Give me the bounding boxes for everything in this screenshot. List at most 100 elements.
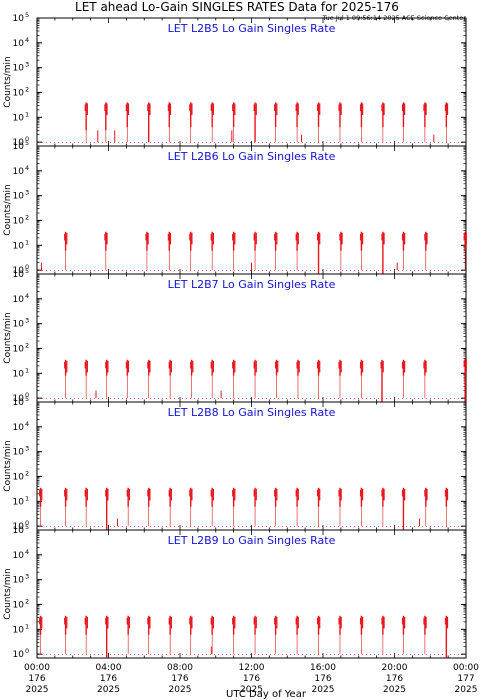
rate-burst: [401, 487, 406, 530]
y-axis-title: Counts/min: [3, 440, 13, 491]
rate-burst: [168, 487, 172, 527]
x-tick-label-time: 20:00: [382, 663, 408, 673]
y-tick-exponent: 5: [25, 139, 29, 147]
rate-burst: [295, 102, 299, 143]
y-tick-exponent: 2: [25, 213, 29, 221]
rate-burst: [145, 231, 149, 271]
rate-burst: [381, 487, 385, 527]
x-tick-label-time: 16:00: [310, 663, 336, 673]
y-tick-exponent: 0: [25, 263, 29, 271]
rate-burst: [147, 359, 151, 399]
y-tick-exponent: 4: [25, 548, 29, 556]
rate-burst: [84, 487, 88, 527]
y-tick-label: 10: [13, 472, 25, 482]
rate-burst: [232, 359, 236, 399]
rate-burst: [64, 615, 68, 655]
y-tick-label: 10: [13, 39, 25, 49]
rate-burst: [444, 615, 449, 658]
y-tick-exponent: 1: [25, 622, 29, 630]
rate-burst: [338, 102, 342, 143]
y-tick-exponent: 4: [25, 292, 29, 300]
rate-burst: [338, 615, 342, 655]
y-tick-label: 10: [13, 64, 25, 74]
x-tick-label-year: 2025: [26, 685, 49, 695]
y-tick-exponent: 2: [25, 597, 29, 605]
rate-burst: [126, 615, 130, 655]
rate-burst: [317, 615, 321, 655]
y-axis-title: Counts/min: [3, 568, 13, 619]
rate-burst: [338, 487, 342, 527]
rate-burst: [424, 487, 428, 527]
y-tick-label: 10: [13, 113, 25, 123]
y-tick-exponent: 4: [25, 164, 29, 172]
y-tick-exponent: 0: [25, 647, 29, 655]
y-tick-label: 10: [13, 369, 25, 379]
y-tick-label: 10: [13, 241, 25, 251]
y-tick-label: 10: [13, 192, 25, 202]
rate-burst: [147, 615, 151, 655]
y-tick-exponent: 4: [25, 36, 29, 44]
rate-burst: [381, 231, 385, 274]
rate-burst: [105, 615, 109, 658]
rate-burst: [359, 487, 364, 527]
rate-burst: [189, 615, 193, 655]
rate-burst: [274, 102, 278, 143]
rate-burst: [381, 102, 385, 143]
rate-burst: [104, 231, 108, 271]
y-tick-label: 10: [13, 167, 25, 177]
rate-burst: [167, 102, 172, 143]
rate-burst: [210, 102, 214, 143]
rate-burst: [84, 359, 88, 399]
rate-burst: [125, 102, 130, 143]
x-tick-label-year: 2025: [455, 685, 478, 695]
rate-burst: [64, 359, 68, 399]
rate-burst: [463, 358, 467, 402]
y-tick-exponent: 5: [25, 523, 29, 531]
y-tick-label: 10: [13, 216, 25, 226]
x-tick-label-time: 12:00: [239, 663, 265, 673]
x-tick-label-time: 04:00: [96, 663, 122, 673]
y-tick-label: 10: [13, 344, 25, 354]
rate-burst: [105, 359, 109, 399]
y-tick-label: 10: [13, 497, 25, 507]
rate-burst: [167, 231, 172, 271]
y-tick-label: 10: [13, 266, 25, 276]
x-tick-label-year: 2025: [240, 685, 263, 695]
x-tick-label-doy: 177: [457, 674, 474, 684]
rate-burst: [424, 231, 428, 271]
rate-burst: [253, 102, 257, 143]
x-tick-label-doy: 176: [28, 674, 45, 684]
rate-burst: [210, 615, 214, 655]
rate-burst: [295, 231, 299, 271]
rate-burst: [317, 487, 321, 527]
chart-title: LET ahead Lo-Gain SINGLES RATES Data for…: [75, 0, 399, 14]
rate-burst: [338, 359, 342, 399]
rate-burst: [147, 487, 151, 527]
x-tick-label-year: 2025: [312, 685, 335, 695]
y-tick-exponent: 0: [25, 391, 29, 399]
rate-burst: [125, 359, 130, 399]
y-tick-exponent: 1: [25, 110, 29, 118]
rate-burst: [359, 102, 364, 143]
x-tick-label-year: 2025: [97, 685, 120, 695]
y-tick-label: 10: [13, 295, 25, 305]
rate-burst: [168, 615, 172, 655]
y-tick-label: 10: [13, 526, 25, 536]
rate-burst: [401, 231, 406, 271]
x-axis-title: UTC Day of Year: [226, 689, 307, 700]
x-tick-label-doy: 176: [386, 674, 403, 684]
rate-burst: [359, 359, 364, 399]
rate-burst: [232, 487, 236, 527]
x-tick-label-time: 00:00: [453, 663, 479, 673]
rate-burst: [253, 359, 257, 399]
y-tick-exponent: 5: [25, 395, 29, 403]
x-tick-label-year: 2025: [383, 685, 406, 695]
rate-burst: [64, 487, 68, 527]
y-tick-label: 10: [13, 394, 25, 404]
y-tick-label: 10: [13, 14, 25, 24]
y-tick-exponent: 1: [25, 366, 29, 374]
y-tick-exponent: 3: [25, 445, 29, 453]
rate-burst: [423, 102, 427, 143]
rate-burst: [232, 102, 236, 143]
